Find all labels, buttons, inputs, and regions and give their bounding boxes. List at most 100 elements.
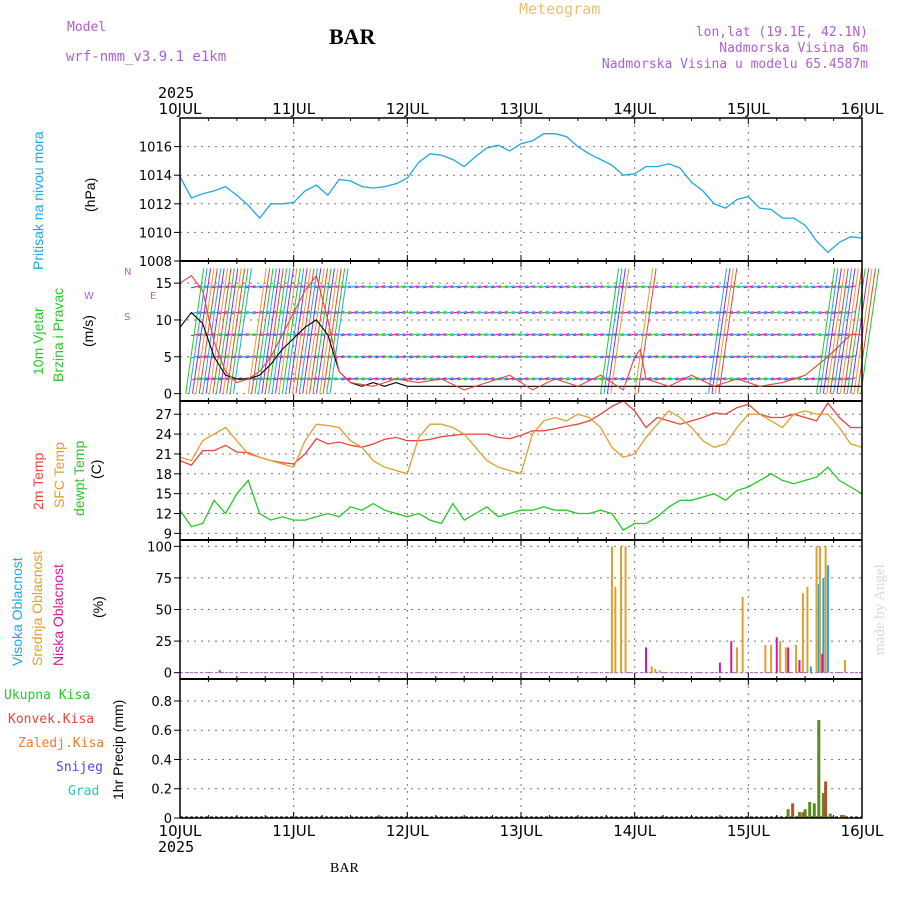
wind-arrow [218, 377, 229, 381]
wind-arrow [586, 310, 597, 315]
wind-arrow [804, 377, 815, 381]
wind-arrow [225, 285, 236, 289]
precip-bar-ukupna-kisa [817, 719, 821, 818]
y-tick-label: 50 [155, 604, 172, 619]
footer-station: BAR [330, 861, 359, 876]
wind-barb [850, 268, 870, 394]
wind-arrow [620, 333, 631, 337]
wind-arrow [477, 377, 488, 381]
precip-bar-konvek-kisa [801, 812, 805, 818]
wind-arrow [238, 355, 249, 359]
wind-barb [826, 268, 846, 394]
wind-arrow [231, 310, 243, 315]
wind-arrow [538, 285, 549, 289]
wind-arrow [443, 310, 454, 315]
x-tick-label-bottom: 12JUL [386, 822, 429, 840]
wind-arrow [429, 285, 440, 289]
wind-barb [819, 268, 839, 394]
wind-arrow [531, 333, 543, 337]
wind-arrow [681, 355, 693, 359]
wind-arrow [545, 355, 556, 359]
wind-barb [711, 268, 731, 394]
wind-arrow [456, 285, 468, 289]
wind-barb [247, 268, 267, 394]
wind-arrow [743, 377, 754, 381]
wind-arrow [818, 355, 829, 359]
wind-arrow [252, 285, 263, 289]
wind-arrow [204, 310, 215, 315]
precip-bar-ukupna-kisa [803, 809, 807, 818]
wind-barb [610, 268, 630, 394]
wind-arrow [586, 333, 597, 337]
wind-arrow [600, 285, 611, 289]
wind-barb [312, 268, 332, 394]
wind-arrow [593, 310, 604, 315]
wind-arrow [593, 377, 604, 381]
wind-arrow [566, 355, 577, 359]
precip-bar-konvek-kisa [824, 781, 828, 818]
wind-arrow [668, 310, 679, 315]
wind-barb [298, 268, 318, 394]
wind-arrow [395, 355, 406, 359]
x-tick-label-top: 14JUL [613, 100, 656, 118]
precip-bar-ukupna-kisa [828, 813, 832, 818]
wind-arrow [306, 333, 318, 337]
wind-arrow [409, 333, 420, 337]
wind-arrow [566, 310, 577, 315]
wind-arrow [825, 377, 836, 381]
wind-arrow [340, 333, 352, 337]
wind-arrow [286, 310, 297, 315]
wind-barb [285, 268, 305, 394]
wind-arrow [361, 285, 372, 289]
wind-barb [718, 268, 738, 394]
wind-arrow [252, 310, 263, 315]
wind-arrow [586, 285, 597, 289]
wind-arrow [293, 333, 304, 337]
wind-arrow [218, 310, 229, 315]
wind-arrow [613, 377, 625, 381]
wind-arrow [736, 285, 747, 289]
wind-arrow [600, 333, 611, 337]
wind-arrow [634, 377, 645, 381]
wind-arrow [504, 377, 515, 381]
wind-barb [836, 268, 856, 394]
wind-arrow [450, 285, 461, 289]
wind-arrow [845, 355, 856, 359]
wind-arrow [347, 285, 359, 289]
wind-arrow [763, 377, 775, 381]
precip-label-conv: Konvek.Kisa [8, 712, 95, 727]
wind-arrow [797, 333, 809, 337]
wind-arrow [750, 285, 761, 289]
wind-arrow [409, 355, 420, 359]
wind-arrow [566, 333, 577, 337]
wind-arrow [402, 285, 413, 289]
wind-arrow [661, 285, 672, 289]
wind-arrow [750, 377, 761, 381]
wind-arrow [654, 355, 665, 359]
wind-arrow [593, 333, 604, 337]
wind-arrow [681, 285, 693, 289]
y-tick-label: 18 [155, 468, 172, 483]
wind-arrow [661, 355, 672, 359]
wind-arrow [265, 285, 277, 289]
wind-arrow [743, 285, 754, 289]
wind-arrow [450, 310, 461, 315]
wind-arrow [838, 285, 850, 289]
wind-arrow [600, 377, 611, 381]
wind-arrow [354, 377, 365, 381]
wind-arrow [388, 377, 399, 381]
wind-arrow [211, 333, 222, 337]
wind-arrow [566, 377, 577, 381]
wind-arrow [313, 333, 324, 337]
model-name: wrf-nmm_v3.9.1 e1km [66, 49, 227, 65]
wind-arrow [743, 333, 754, 337]
y-tick-label: 1012 [139, 198, 172, 213]
wind-barb [302, 268, 322, 394]
wind-arrow [211, 310, 222, 315]
wind-arrow [525, 333, 536, 337]
wind-arrow [784, 355, 795, 359]
wind-arrow [566, 285, 577, 289]
wind-arrow [525, 377, 536, 381]
wind-arrow [579, 310, 590, 315]
